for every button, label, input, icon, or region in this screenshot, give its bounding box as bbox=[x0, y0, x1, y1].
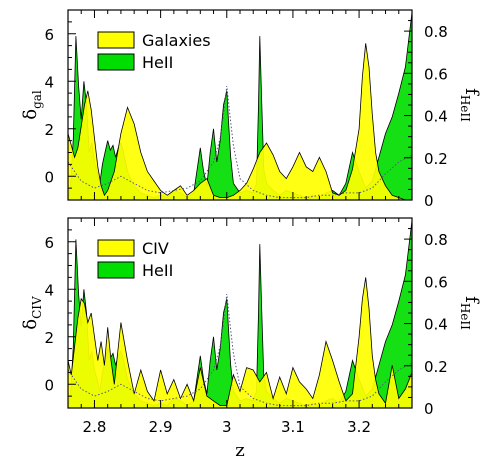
legend-label-heii: HeII bbox=[142, 53, 173, 72]
galaxies-area bbox=[68, 43, 412, 200]
y2-tick-label: 0.6 bbox=[424, 65, 448, 83]
legend-label-galaxies: Galaxies bbox=[142, 31, 211, 50]
y-axis-label: δCIV bbox=[20, 296, 44, 330]
y-tick-label: 6 bbox=[44, 26, 54, 44]
y-tick-label: 4 bbox=[44, 281, 54, 299]
y-tick-label: 4 bbox=[44, 73, 54, 91]
y2-tick-label: 0.8 bbox=[424, 231, 448, 249]
top-panel: 0 2 4 6 0 0.2 0.4 0.6 0.8 δgal fHeII Galaxies HeII bbox=[20, 9, 482, 210]
civ-area bbox=[68, 277, 412, 408]
y2-tick-label: 0.8 bbox=[424, 23, 448, 41]
dotted-line-series bbox=[68, 85, 412, 199]
legend-swatch-galaxies bbox=[97, 31, 135, 49]
y2-tick-label: 0.4 bbox=[424, 108, 448, 126]
y2-tick-label: 0.6 bbox=[424, 273, 448, 291]
legend-label-civ: CIV bbox=[142, 239, 169, 258]
y2-tick-label: 0 bbox=[424, 400, 434, 418]
y2-axis-label: fHeII bbox=[458, 296, 482, 330]
y-tick-label: 0 bbox=[44, 376, 54, 394]
y-tick-label: 2 bbox=[44, 329, 54, 347]
legend-label-heii: HeII bbox=[142, 261, 173, 280]
legend-swatch-heii bbox=[97, 53, 135, 71]
legend-swatch-civ bbox=[97, 239, 135, 257]
bottom-panel: 2.8 2.9 3 3.1 3.2 0 2 4 6 0 0.2 0.4 0.6 0.8 δCIV fHeII C… bbox=[20, 217, 482, 436]
y2-tick-label: 0.4 bbox=[424, 316, 448, 334]
y-tick-label: 6 bbox=[44, 234, 54, 252]
dotted-line-series bbox=[68, 293, 412, 407]
x-tick-label: 3.2 bbox=[347, 418, 371, 436]
x-tick-label: 2.9 bbox=[149, 418, 173, 436]
legend-swatch-heii bbox=[97, 261, 135, 279]
y2-tick-label: 0.2 bbox=[424, 358, 448, 376]
y-tick-label: 0 bbox=[44, 168, 54, 186]
x-axis-label: z bbox=[235, 440, 244, 461]
x-tick-label: 3.1 bbox=[281, 418, 305, 436]
x-tick-label: 3 bbox=[222, 418, 232, 436]
y2-tick-label: 0.2 bbox=[424, 150, 448, 168]
y-axis-label: δgal bbox=[20, 90, 44, 120]
y2-tick-label: 0 bbox=[424, 192, 434, 210]
y2-axis-label: fHeII bbox=[458, 88, 482, 122]
y-tick-label: 2 bbox=[44, 121, 54, 139]
x-tick-label: 2.8 bbox=[83, 418, 107, 436]
